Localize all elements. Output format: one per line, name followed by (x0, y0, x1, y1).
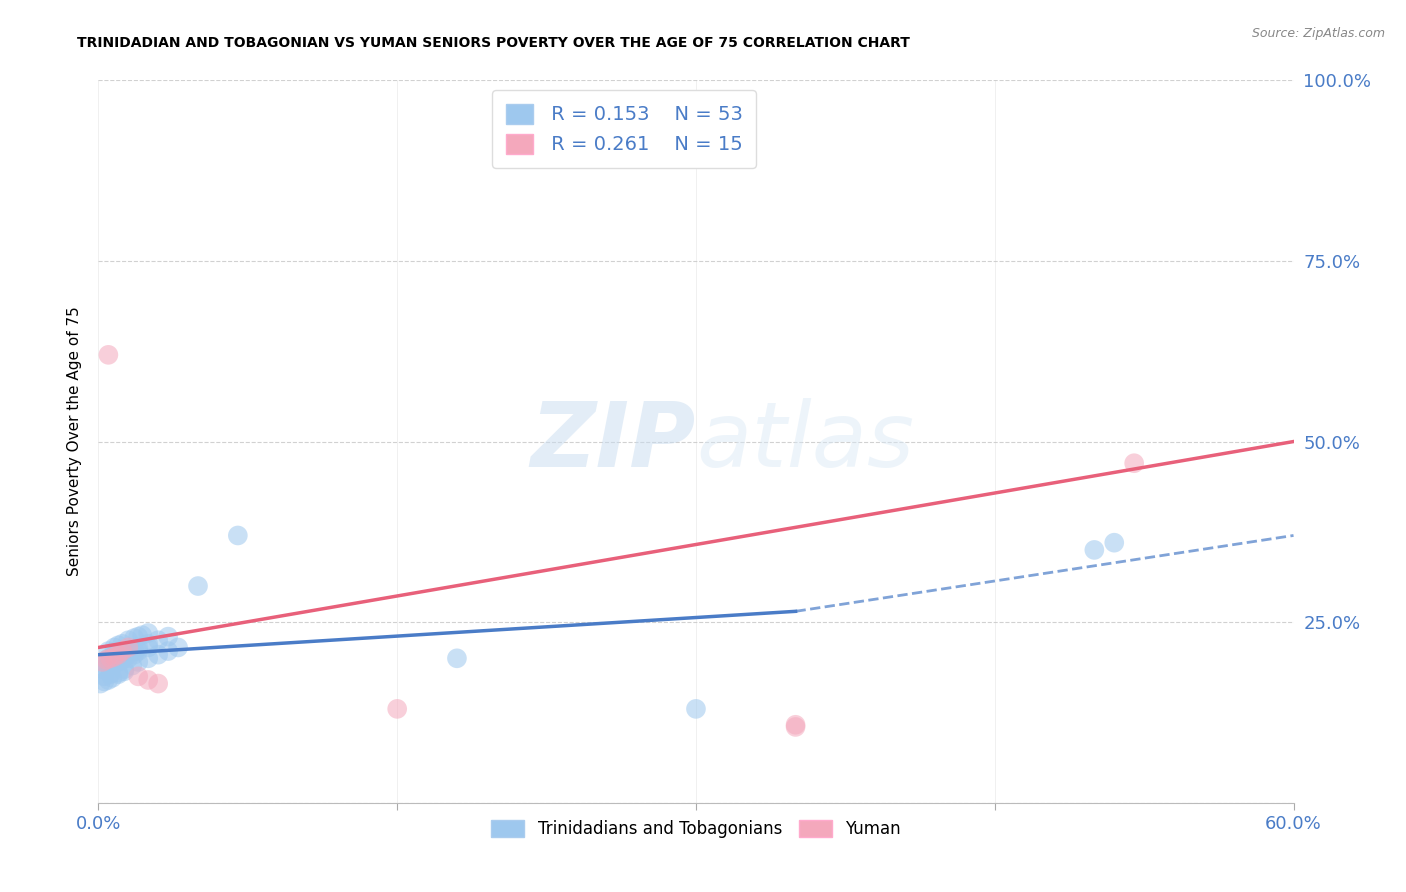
Point (136, 651, 159, 665)
Point (226, 528, 249, 542)
Text: TRINIDADIAN AND TOBAGONIAN VS YUMAN SENIORS POVERTY OVER THE AGE OF 75 CORRELATI: TRINIDADIAN AND TOBAGONIAN VS YUMAN SENI… (77, 36, 910, 50)
Point (107, 667, 129, 681)
Point (446, 651, 468, 665)
Point (148, 676, 170, 690)
Point (103, 649, 125, 664)
Point (111, 644, 134, 658)
Point (98, 653, 122, 667)
Point (98, 658, 122, 673)
Point (96, 660, 118, 674)
Point (107, 638, 129, 652)
Point (112, 662, 135, 676)
Point (136, 673, 159, 687)
Point (1083, 542, 1105, 557)
Point (157, 630, 180, 644)
Point (117, 648, 139, 662)
Point (97, 348, 120, 362)
Y-axis label: Seniors Poverty Over the Age of 75: Seniors Poverty Over the Age of 75 (66, 307, 82, 576)
Point (148, 648, 170, 662)
Point (131, 628, 153, 642)
Point (89, 676, 111, 690)
Point (97, 644, 120, 658)
Point (107, 665, 129, 680)
Point (148, 633, 170, 648)
Point (167, 640, 190, 655)
Point (93, 669, 115, 683)
Point (107, 655, 129, 669)
Point (103, 657, 125, 671)
Point (1104, 535, 1126, 549)
Point (96, 653, 118, 667)
Point (112, 649, 135, 664)
Point (1123, 456, 1146, 470)
Text: ZIP: ZIP (530, 398, 696, 485)
Point (103, 640, 125, 655)
Point (127, 644, 149, 658)
Point (136, 637, 159, 651)
Point (91, 655, 114, 669)
Point (93, 655, 115, 669)
Point (136, 626, 159, 640)
Text: atlas: atlas (696, 398, 914, 485)
Point (785, 720, 807, 734)
Point (685, 702, 707, 716)
Point (97, 673, 120, 687)
Point (111, 637, 134, 651)
Point (111, 653, 134, 667)
Point (93, 674, 115, 689)
Point (117, 651, 139, 665)
Text: Source: ZipAtlas.com: Source: ZipAtlas.com (1251, 27, 1385, 40)
Point (785, 718, 807, 732)
Point (97, 651, 120, 665)
Point (127, 640, 149, 655)
Point (91, 662, 114, 676)
Point (127, 669, 149, 683)
Point (98, 667, 122, 681)
Legend: Trinidadians and Tobagonians, Yuman: Trinidadians and Tobagonians, Yuman (484, 814, 908, 845)
Point (117, 633, 139, 648)
Point (121, 658, 143, 673)
Point (107, 651, 129, 665)
Point (124, 648, 146, 662)
Point (124, 644, 146, 658)
Point (187, 579, 209, 593)
Point (127, 655, 149, 669)
Point (136, 640, 159, 655)
Point (103, 648, 125, 662)
Point (157, 644, 180, 658)
Point (124, 631, 146, 645)
Point (112, 665, 135, 679)
Point (107, 648, 129, 662)
Point (117, 640, 139, 655)
Point (101, 671, 124, 685)
Point (127, 630, 149, 644)
Point (385, 702, 409, 716)
Point (98, 651, 122, 665)
